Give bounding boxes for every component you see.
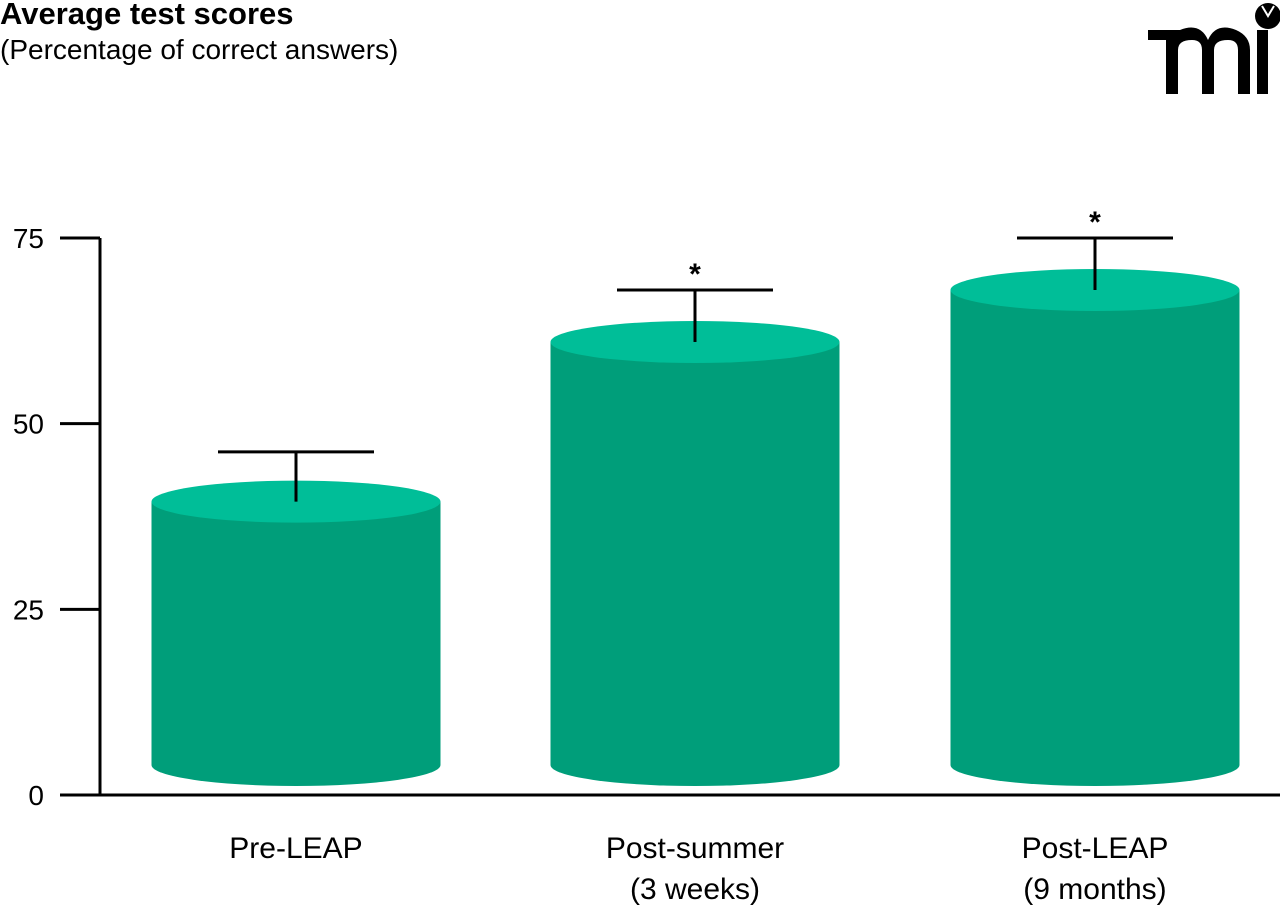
chart-title: Average test scores (0, 0, 294, 31)
y-tick-label: 0 (28, 780, 44, 811)
y-tick-label: 50 (13, 409, 44, 440)
x-tick-label: Pre-LEAP (229, 832, 362, 865)
x-tick-label: Post-LEAP (1022, 832, 1169, 865)
bar (950, 289, 1240, 765)
significance-marker: * (1089, 206, 1101, 239)
y-tick-label: 25 (13, 594, 44, 625)
chart-subtitle: (Percentage of correct answers) (0, 34, 399, 65)
y-tick-label: 75 (13, 223, 44, 254)
x-tick-label: Post-summer (606, 832, 784, 865)
bar (550, 341, 840, 765)
x-tick-label: (3 weeks) (630, 873, 760, 906)
significance-marker: * (689, 258, 701, 291)
bar (151, 501, 441, 765)
x-tick-label: (9 months) (1023, 873, 1166, 906)
mi-logo (1148, 3, 1280, 95)
